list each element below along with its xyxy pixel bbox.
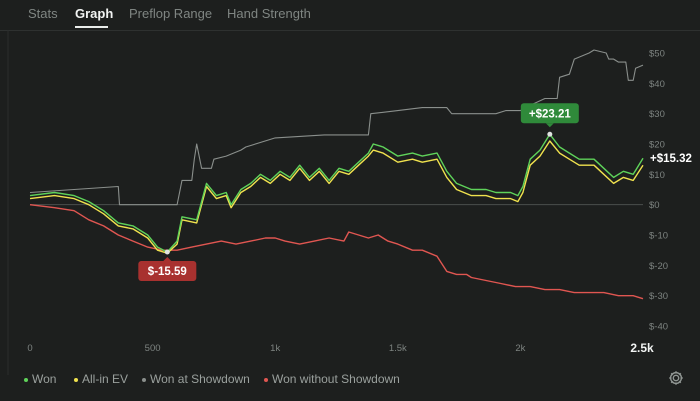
value-marker [164, 249, 170, 255]
tab-stats[interactable]: Stats [28, 6, 58, 21]
x-tick-label: 1k [270, 343, 280, 354]
active-tab-indicator [75, 26, 108, 28]
y-tick-label: $-20 [649, 261, 668, 272]
value-marker [547, 131, 553, 137]
x-tick-label: 2k [515, 343, 525, 354]
y-tick-label: $20 [649, 140, 665, 151]
legend-won[interactable]: Won [24, 372, 56, 386]
tab-preflop-range[interactable]: Preflop Range [129, 6, 213, 21]
legend-won-marker [24, 377, 28, 382]
y-tick-label: $-30 [649, 291, 668, 302]
legend-won-at-showdown-marker [142, 377, 146, 382]
legend-won-without-showdown-label: Won without Showdown [272, 372, 400, 386]
x-tick-label: 1.5k [389, 343, 407, 354]
legend-won-at-showdown[interactable]: Won at Showdown [142, 372, 250, 386]
x-tick-label: 500 [145, 343, 161, 354]
y-tick-label: $50 [649, 49, 665, 60]
y-tick-label: $10 [649, 170, 665, 181]
callout-label: $-15.59 [148, 266, 187, 278]
series-line-all-in-ev [29, 140, 644, 254]
y-tick-label: $-10 [649, 231, 668, 242]
x-tick-label: 2.5k [630, 341, 654, 355]
legend-won-label: Won [32, 372, 57, 386]
legend-all-in-ev-label: All-in EV [82, 372, 129, 386]
legend-won-without-showdown-marker [264, 377, 268, 382]
tab-bar: Stats Graph Preflop Range Hand Strength [0, 0, 700, 31]
callout-pointer [163, 256, 172, 261]
y-tick-label: $-40 [649, 322, 668, 333]
legend-all-in-ev[interactable]: All-in EV [74, 372, 128, 386]
profit-graph: $50 $40 $30 $20 $10 $0 $-10 $-20 $-30 $-40 0 500 1k 1… [7, 30, 692, 375]
value-callout [520, 103, 579, 124]
y-tick-label: $30 [649, 109, 665, 120]
legend-won-without-showdown[interactable]: Won without Showdown [264, 372, 400, 386]
x-tick-label: 0 [27, 343, 32, 354]
y-tick-label: $0 [649, 200, 660, 211]
end-value-label: +$15.32 [650, 153, 692, 165]
series-line-won-at-showdown [29, 49, 644, 206]
y-tick-label: $40 [649, 79, 665, 90]
series-line-won-without-showdown [29, 204, 644, 300]
gear-icon[interactable] [667, 369, 685, 387]
legend-won-at-showdown-label: Won at Showdown [150, 372, 250, 386]
tab-graph[interactable]: Graph [75, 6, 114, 21]
value-callout [138, 260, 197, 281]
callout-pointer [545, 123, 554, 128]
tab-hand-strength[interactable]: Hand Strength [227, 6, 311, 21]
legend-all-in-ev-marker [74, 377, 78, 382]
series-line-won [29, 133, 644, 253]
callout-label: +$23.21 [529, 108, 571, 120]
